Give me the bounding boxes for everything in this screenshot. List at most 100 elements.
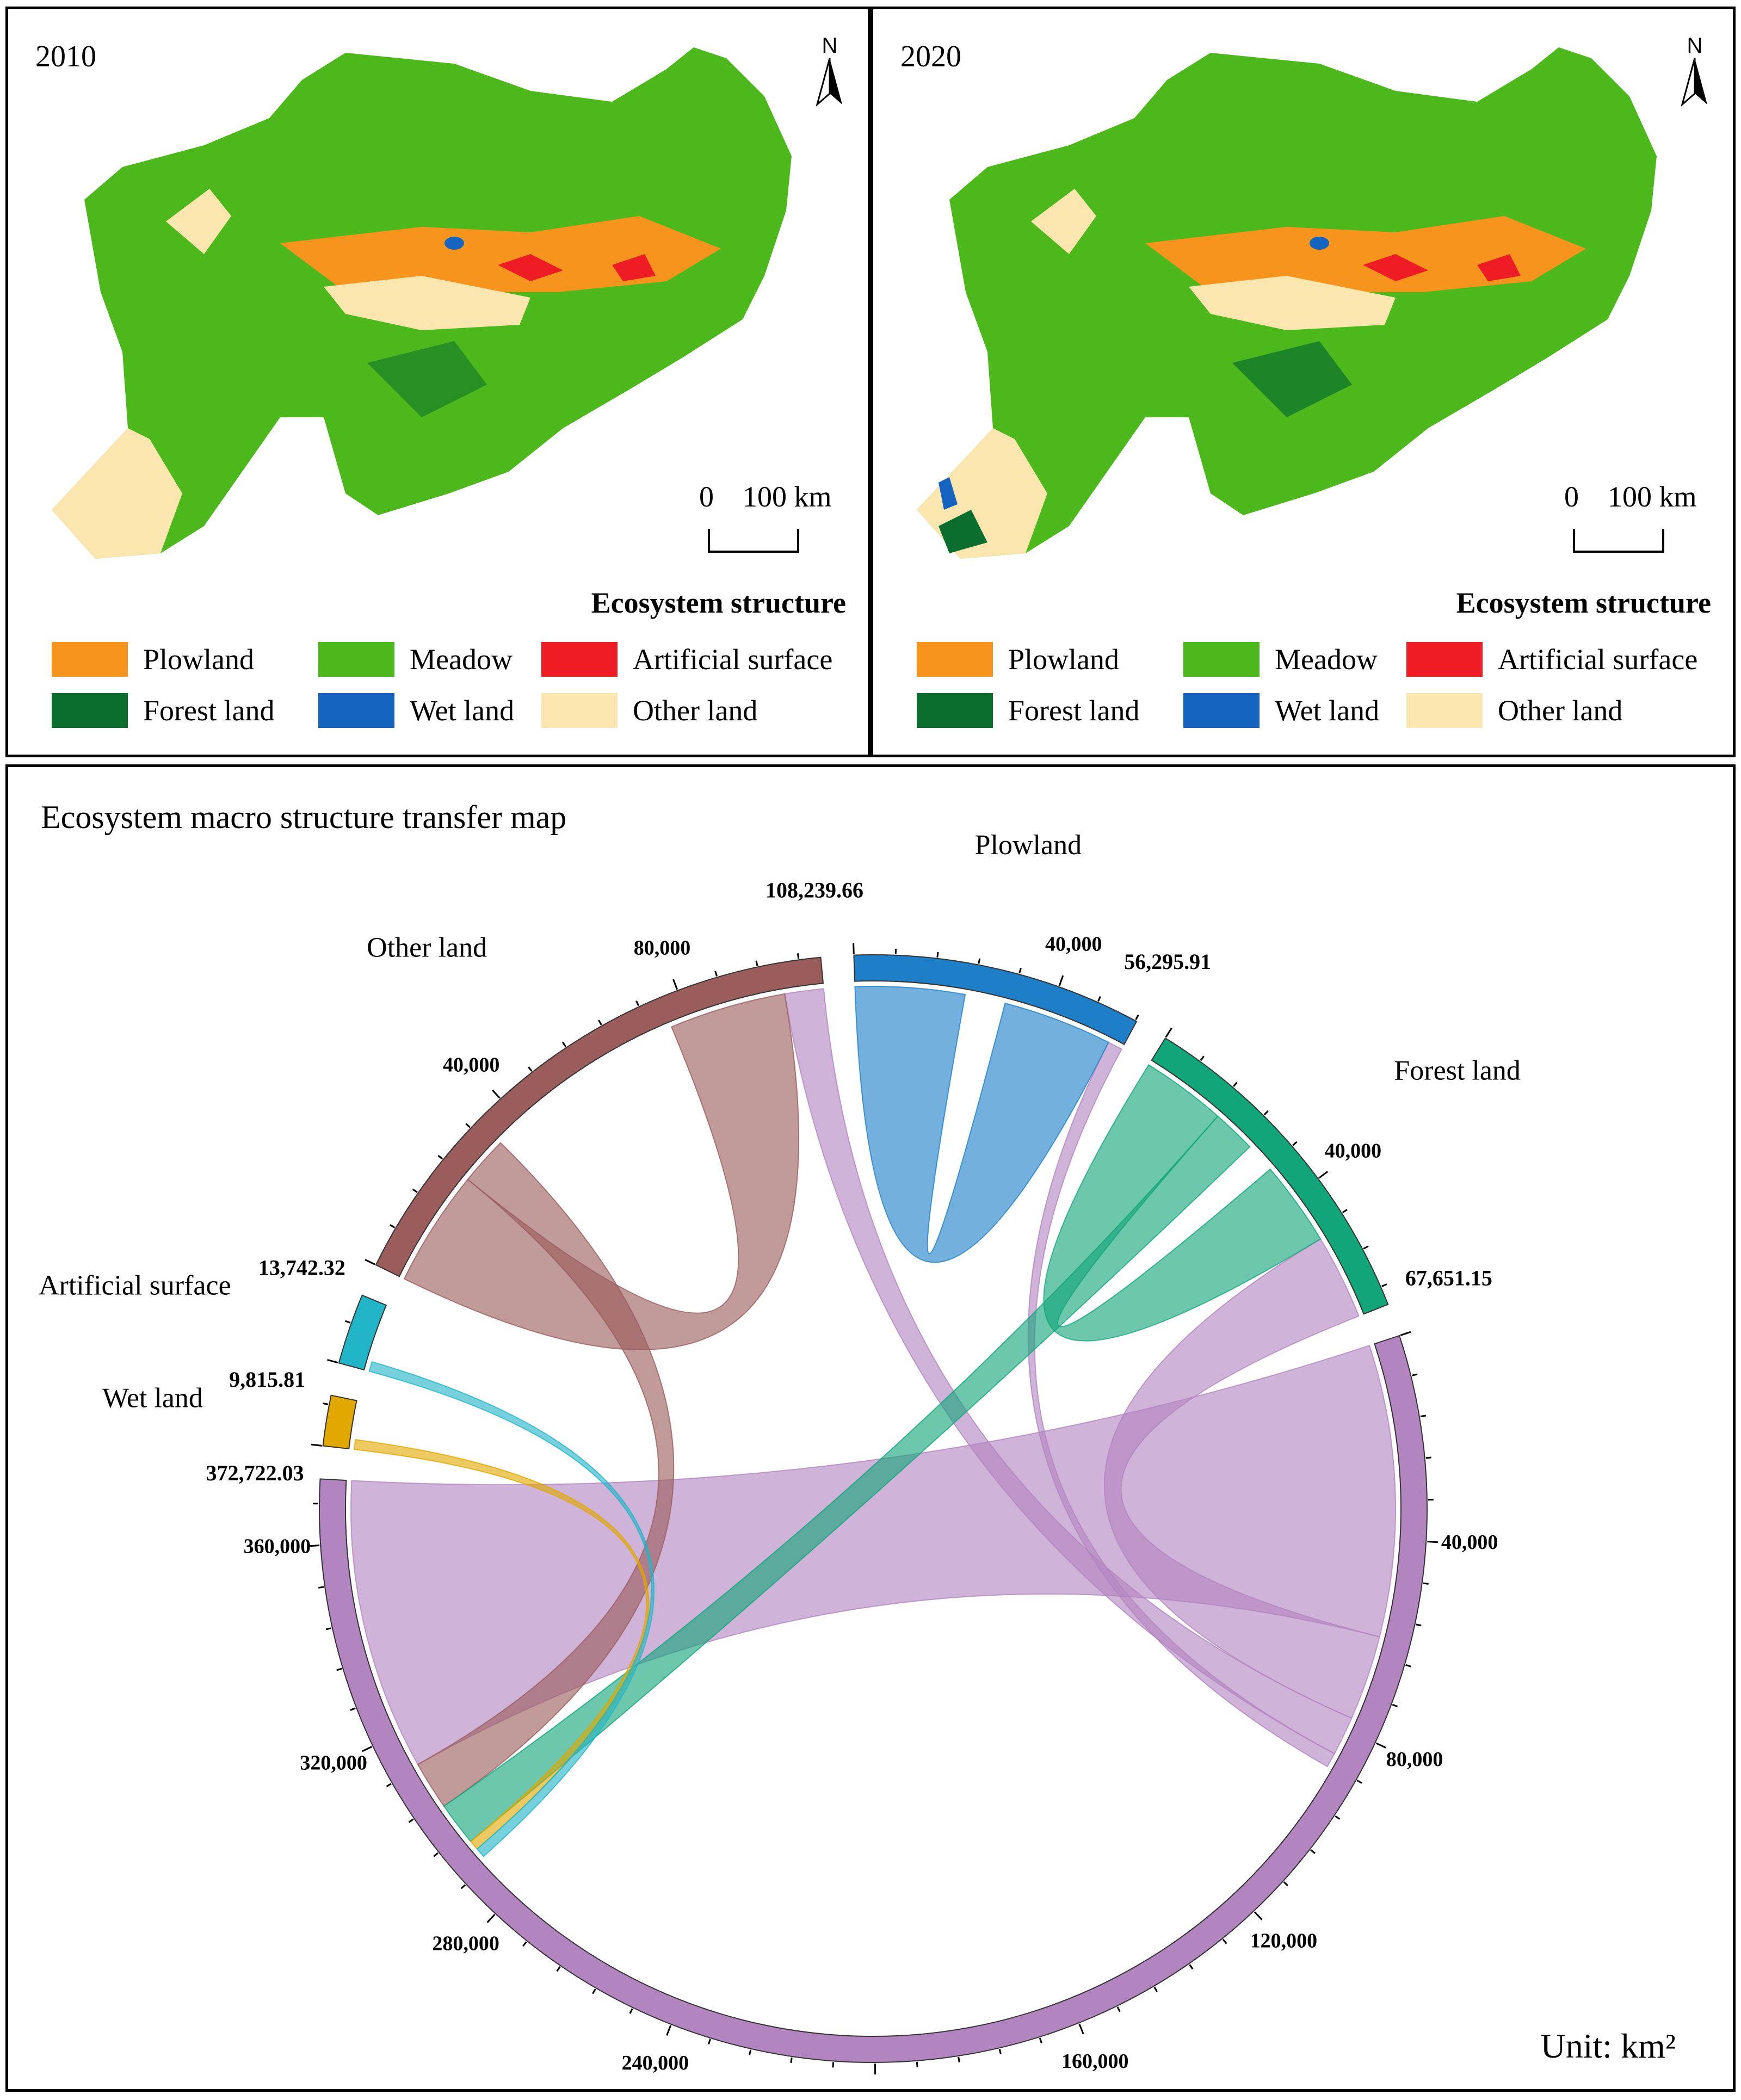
tick-label: 240,000 <box>622 2052 689 2074</box>
legend-item-plowland: Plowland <box>917 640 1119 678</box>
legend-swatch <box>917 642 993 677</box>
tick-label: 80,000 <box>1386 1748 1443 1771</box>
tick-mark <box>1292 1141 1298 1146</box>
legend-title: Ecosystem structure <box>591 586 846 619</box>
tick-mark <box>708 2039 711 2045</box>
tick-mark <box>755 960 758 966</box>
tick-mark <box>1200 1055 1205 1061</box>
legend-item-wet-land: Wet land <box>1183 691 1379 730</box>
tick-label: 280,000 <box>432 1932 499 1955</box>
north-label: N <box>1687 34 1703 58</box>
tick-mark <box>1318 1171 1329 1179</box>
tick-mark <box>1416 1623 1422 1627</box>
chord-link-artificial-surface-to-meadow <box>368 1361 655 1857</box>
tick-mark <box>556 1966 561 1972</box>
tick-mark <box>1165 1027 1172 1038</box>
tick-mark <box>1381 1283 1387 1287</box>
tick-mark <box>1222 1938 1227 1944</box>
legend-swatch <box>541 693 618 728</box>
tick-label: 120,000 <box>1250 1930 1318 1953</box>
legend-item-artificial-surface: Artificial surface <box>541 640 832 678</box>
tick-mark <box>666 2025 672 2036</box>
tick-mark <box>365 1258 375 1265</box>
chord-arc-plowland <box>853 954 1138 1046</box>
group-end-label: 56,295.91 <box>1124 949 1211 974</box>
group-label-plowland: Plowland <box>975 830 1082 861</box>
tick-mark <box>325 1627 332 1630</box>
group-label-other-land: Other land <box>367 932 487 963</box>
tick-mark <box>1254 1911 1263 1920</box>
legend-swatch <box>52 642 128 677</box>
tick-mark <box>1116 2006 1121 2012</box>
legend-swatch <box>1183 642 1260 677</box>
tick-mark <box>1423 1582 1429 1585</box>
tick-mark <box>1363 1245 1369 1250</box>
tick-mark <box>1058 975 1064 986</box>
ecosystem-map-2010 <box>52 47 792 559</box>
chord-arc-artificial-surface <box>338 1294 387 1371</box>
scale-bar-line <box>1573 529 1664 553</box>
tick-mark <box>1356 1780 1362 1784</box>
tick-mark <box>1335 1815 1341 1820</box>
chord-arc-other-land <box>375 956 824 1277</box>
tick-label: 80,000 <box>634 937 691 960</box>
chord-diagram: 40,000 56,295.91 Plowland 40,000 67,651.15 Fo… <box>39 830 1521 2074</box>
tick-mark <box>672 979 678 990</box>
legend-item-forest-land: Forest land <box>52 691 274 730</box>
scale-bar-line <box>708 529 799 553</box>
tick-mark <box>1263 1110 1269 1116</box>
north-arrow: N <box>1678 34 1711 110</box>
tick-mark <box>1310 1849 1316 1854</box>
tick-mark <box>714 971 718 977</box>
tick-mark <box>1425 1456 1431 1459</box>
chord-panel: Ecosystem macro structure transfer map 4… <box>5 764 1736 2092</box>
tick-mark <box>958 2056 960 2063</box>
tick-mark <box>998 2048 1002 2055</box>
group-label-forest-land: Forest land <box>1394 1055 1521 1086</box>
legend-swatch <box>1406 642 1483 677</box>
legend-item-plowland: Plowland <box>52 640 254 678</box>
tick-mark <box>790 2057 793 2064</box>
chord-arc-wet-land <box>322 1394 357 1450</box>
legend-item-forest-land: Forest land <box>917 691 1139 730</box>
tick-mark <box>1097 996 1101 1002</box>
group-end-label: 372,722.03 <box>206 1461 304 1485</box>
tick-mark <box>408 1818 414 1823</box>
north-arrow-icon <box>816 58 842 107</box>
legend-swatch <box>917 693 993 728</box>
tick-mark <box>1375 1742 1387 1749</box>
tick-mark <box>492 1089 501 1099</box>
chord-arc-forest-land <box>1151 1037 1389 1315</box>
tick-label: 160,000 <box>1061 2050 1129 2073</box>
tick-mark <box>635 1000 640 1006</box>
legend-item-artificial-surface: Artificial surface <box>1406 640 1697 678</box>
north-label: N <box>822 34 838 58</box>
ecosystem-map-2020 <box>917 47 1657 559</box>
tick-mark <box>1400 1331 1411 1336</box>
panel-year: 2010 <box>35 40 96 73</box>
tick-mark <box>592 1988 596 1994</box>
tick-mark <box>598 1020 602 1026</box>
tick-mark <box>1420 1415 1426 1418</box>
panel-year: 2020 <box>900 40 961 73</box>
tick-label: 40,000 <box>1441 1531 1498 1554</box>
tick-label: 320,000 <box>300 1752 367 1775</box>
group-end-label: 67,651.15 <box>1405 1266 1492 1290</box>
tick-mark <box>390 1224 396 1228</box>
tick-mark <box>465 1123 471 1128</box>
tick-mark <box>350 1707 356 1711</box>
chart-title: Ecosystem macro structure transfer map <box>41 799 567 835</box>
legend-item-other-land: Other land <box>1406 691 1622 730</box>
scale-zero: 0 <box>1564 480 1579 513</box>
tick-mark <box>1078 2023 1084 2035</box>
legend-item-other-land: Other land <box>541 691 757 730</box>
tick-mark <box>978 958 981 964</box>
tick-label: 40,000 <box>1045 932 1102 955</box>
group-end-label: 108,239.66 <box>765 878 863 902</box>
tick-mark <box>1411 1373 1418 1376</box>
scale-distance: 100 km <box>743 480 832 513</box>
tick-mark <box>323 1402 329 1405</box>
unit-label: Unit: km² <box>1540 2027 1676 2065</box>
tick-mark <box>460 1884 466 1889</box>
tick-mark <box>522 1941 527 1947</box>
